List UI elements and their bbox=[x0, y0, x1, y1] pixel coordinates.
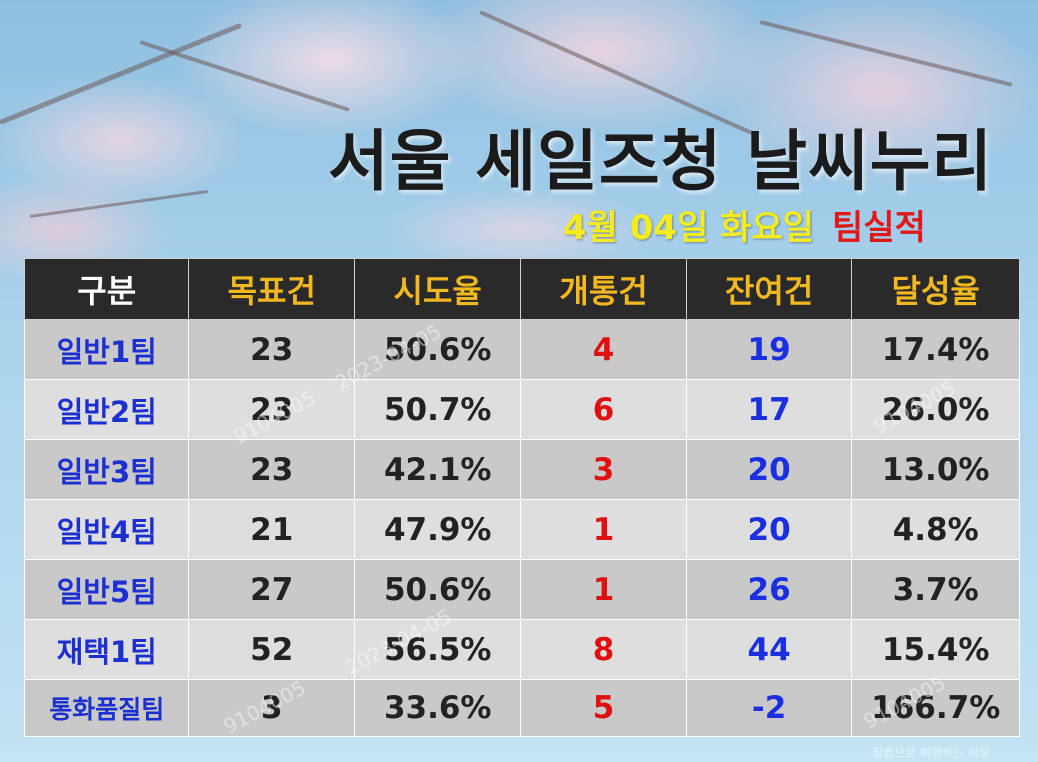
opened-cell: 8 bbox=[520, 619, 687, 680]
header-opened: 개통건 bbox=[520, 258, 687, 320]
attempt-rate-cell: 47.9% bbox=[354, 499, 522, 560]
table-row: 재택1팀 52 56.5% 8 44 15.4% bbox=[23, 619, 1020, 680]
achievement-cell: 3.7% bbox=[851, 559, 1020, 620]
opened-cell: 3 bbox=[520, 439, 687, 500]
target-cell: 23 bbox=[188, 439, 356, 500]
opened-cell: 1 bbox=[520, 559, 687, 620]
table-row: 통화품질팀 3 33.6% 5 -2 166.7% bbox=[23, 679, 1020, 737]
page-title: 서울 세일즈청 날씨누리 bbox=[328, 123, 994, 200]
header-achievement: 달성율 bbox=[851, 258, 1020, 320]
remaining-cell: 19 bbox=[685, 319, 853, 380]
remaining-cell: 20 bbox=[685, 439, 853, 500]
achievement-cell: 15.4% bbox=[851, 619, 1020, 680]
achievement-cell: 13.0% bbox=[851, 439, 1020, 500]
team-name-cell: 일반2팀 bbox=[23, 379, 190, 440]
attempt-rate-cell: 56.5% bbox=[354, 619, 522, 680]
performance-table: 구분 목표건 시도율 개통건 잔여건 달성율 일반1팀 23 50.6% 4 1… bbox=[23, 258, 1020, 737]
attempt-rate-cell: 50.6% bbox=[354, 319, 522, 380]
table-row: 일반5팀 27 50.6% 1 26 3.7% bbox=[23, 559, 1020, 620]
achievement-cell: 17.4% bbox=[851, 319, 1020, 380]
table-row: 일반4팀 21 47.9% 1 20 4.8% bbox=[23, 499, 1020, 560]
team-name-cell: 일반3팀 bbox=[23, 439, 190, 500]
opened-cell: 4 bbox=[520, 319, 687, 380]
team-name-cell: 일반4팀 bbox=[23, 499, 190, 560]
team-performance-label: 팀실적 bbox=[832, 208, 926, 248]
opened-cell: 6 bbox=[520, 379, 687, 440]
header-attempt-rate: 시도율 bbox=[354, 258, 522, 320]
target-cell: 21 bbox=[188, 499, 356, 560]
remaining-cell: 26 bbox=[685, 559, 853, 620]
target-cell: 27 bbox=[188, 559, 356, 620]
table-header-row: 구분 목표건 시도율 개통건 잔여건 달성율 bbox=[23, 258, 1020, 320]
subtitle: 4월 04일 화요일 팀실적 bbox=[563, 200, 926, 249]
date-label: 4월 04일 화요일 bbox=[563, 208, 815, 248]
team-name-cell: 일반5팀 bbox=[23, 559, 190, 620]
team-name-cell: 통화품질팀 bbox=[23, 679, 190, 737]
achievement-cell: 4.8% bbox=[851, 499, 1020, 560]
target-cell: 3 bbox=[188, 679, 356, 737]
header-target: 목표건 bbox=[188, 258, 356, 320]
opened-cell: 5 bbox=[520, 679, 687, 737]
team-name-cell: 일반1팀 bbox=[23, 319, 190, 380]
remaining-cell: -2 bbox=[685, 679, 853, 737]
attempt-rate-cell: 50.6% bbox=[354, 559, 522, 620]
opened-cell: 1 bbox=[520, 499, 687, 560]
remaining-cell: 44 bbox=[685, 619, 853, 680]
attempt-rate-cell: 50.7% bbox=[354, 379, 522, 440]
target-cell: 23 bbox=[188, 319, 356, 380]
table-row: 일반3팀 23 42.1% 3 20 13.0% bbox=[23, 439, 1020, 500]
attempt-rate-cell: 42.1% bbox=[354, 439, 522, 500]
target-cell: 52 bbox=[188, 619, 356, 680]
achievement-cell: 26.0% bbox=[851, 379, 1020, 440]
remaining-cell: 20 bbox=[685, 499, 853, 560]
target-cell: 23 bbox=[188, 379, 356, 440]
header-category: 구분 bbox=[23, 258, 190, 320]
team-name-cell: 재택1팀 bbox=[23, 619, 190, 680]
table-row: 일반1팀 23 50.6% 4 19 17.4% bbox=[23, 319, 1020, 380]
achievement-cell: 166.7% bbox=[851, 679, 1020, 737]
remaining-cell: 17 bbox=[685, 379, 853, 440]
footer-caption: 필름으로 여행하는 이유 bbox=[872, 746, 991, 760]
attempt-rate-cell: 33.6% bbox=[354, 679, 522, 737]
table-row: 일반2팀 23 50.7% 6 17 26.0% bbox=[23, 379, 1020, 440]
header-remaining: 잔여건 bbox=[685, 258, 853, 320]
